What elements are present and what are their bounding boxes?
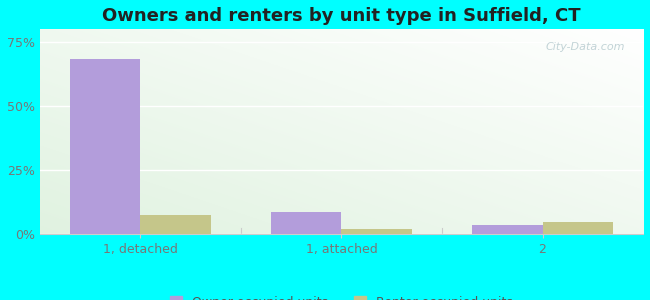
Title: Owners and renters by unit type in Suffield, CT: Owners and renters by unit type in Suffi… (102, 7, 580, 25)
Bar (543, 223, 613, 234)
Legend: Owner occupied units, Renter occupied units: Owner occupied units, Renter occupied un… (165, 291, 518, 300)
Bar (70, 59, 140, 234)
Bar (140, 215, 211, 234)
Bar (271, 212, 341, 234)
Text: City-Data.com: City-Data.com (545, 42, 625, 52)
Bar (341, 229, 412, 234)
Bar (472, 225, 543, 234)
